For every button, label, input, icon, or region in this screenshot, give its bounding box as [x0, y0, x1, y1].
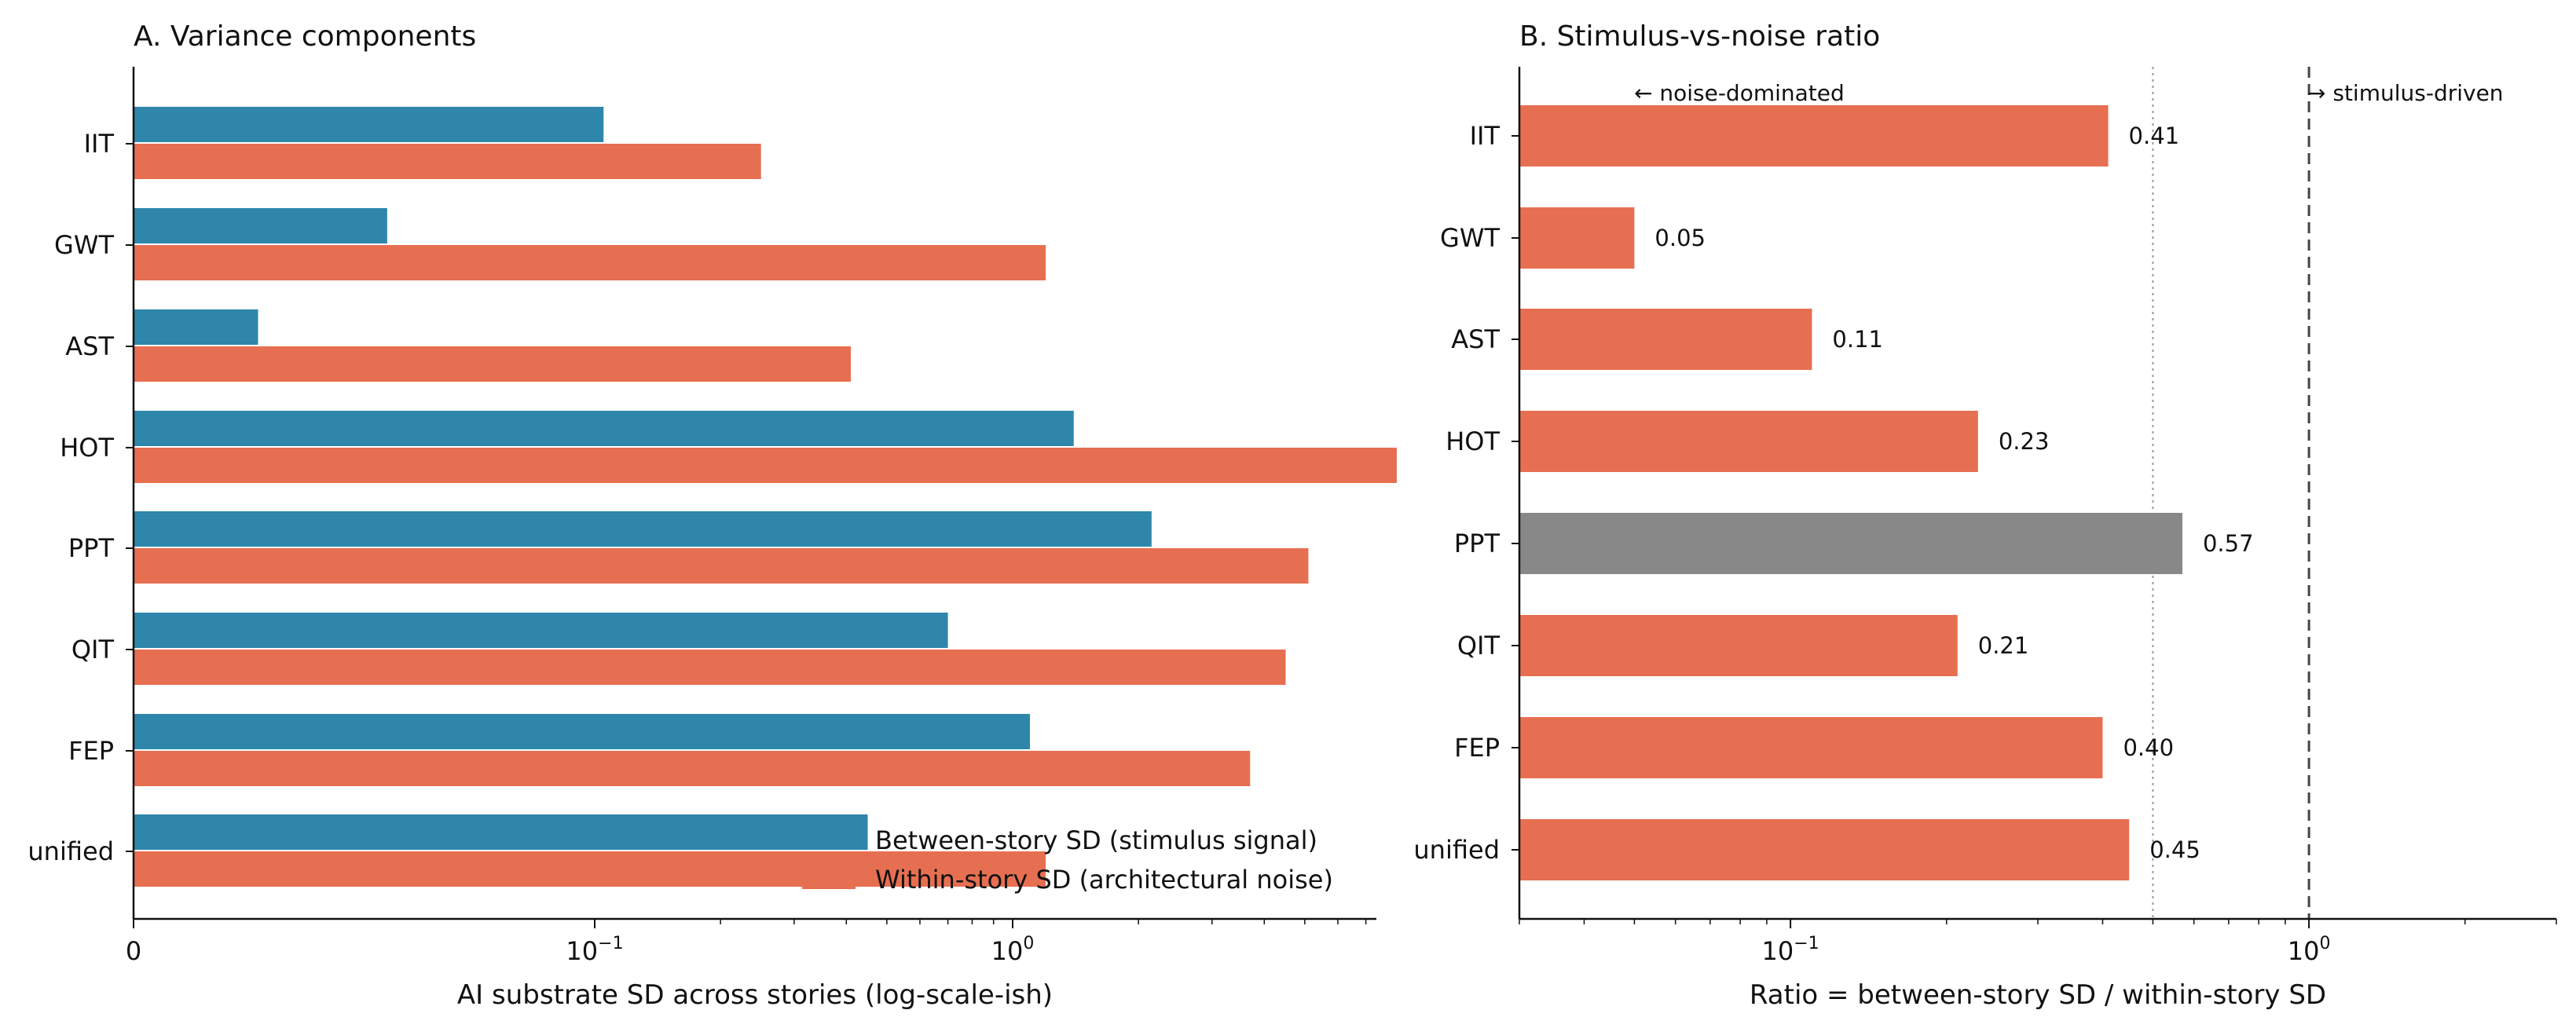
- bar-between-hot: [134, 411, 1074, 446]
- ratio-bar-unified: [1519, 819, 2130, 880]
- panel-a-title: A. Variance components: [134, 20, 476, 53]
- panel-a: A. Variance components IIT GWT AST HOT PPT QI…: [27, 20, 1397, 1011]
- bar-between-unified: [134, 814, 868, 850]
- category-label-iit: IIT: [84, 129, 115, 159]
- bar-within-fep: [134, 751, 1251, 786]
- ratio-bar-hot: [1519, 411, 1978, 472]
- bar-between-iit: [134, 107, 604, 142]
- panel-b-reference-lines: [2152, 67, 2310, 919]
- ratio-bar-fep: [1519, 717, 2103, 778]
- category-label-gwt: GWT: [54, 230, 114, 260]
- data-label-gwt: 0.05: [1654, 225, 1706, 251]
- bar-within-hot: [134, 448, 1397, 483]
- category-label-ppt: PPT: [68, 533, 115, 563]
- legend-swatch-between: [802, 829, 856, 850]
- ratio-bar-ast: [1519, 309, 1812, 370]
- panel-a-bars: [134, 107, 1397, 887]
- category-label-iit: IIT: [1470, 121, 1501, 151]
- category-label-hot: HOT: [1446, 426, 1500, 456]
- bar-between-ast: [134, 309, 258, 345]
- noise-dominated-annotation: ← noise-dominated: [1634, 80, 1845, 106]
- bar-between-qit: [134, 613, 948, 648]
- bar-between-fep: [134, 714, 1031, 749]
- bar-between-ppt: [134, 511, 1152, 547]
- ratio-bar-iit: [1519, 105, 2109, 167]
- category-label-ast: AST: [1451, 324, 1500, 354]
- data-label-ast: 0.11: [1832, 326, 1883, 353]
- category-label-gwt: GWT: [1440, 223, 1500, 253]
- data-label-hot: 0.23: [1999, 428, 2050, 455]
- category-label-hot: HOT: [60, 433, 114, 463]
- stimulus-driven-annotation: → stimulus-driven: [2307, 80, 2504, 106]
- bar-within-unified: [134, 851, 1046, 887]
- category-label-ppt: PPT: [1454, 529, 1501, 558]
- bar-within-ast: [134, 346, 852, 382]
- ratio-bar-gwt: [1519, 207, 1635, 269]
- x-tick-label: 10−1: [566, 934, 623, 966]
- category-label-unified: unified: [1413, 835, 1500, 865]
- panel-b-bars: [1519, 105, 2182, 880]
- x-tick-label: 100: [2288, 934, 2331, 966]
- bar-within-ppt: [134, 548, 1309, 584]
- panel-b-data-labels: 0.41 0.05 0.11 0.23 0.57 0.21 0.40 0.45: [1654, 123, 2253, 863]
- category-label-fep: FEP: [68, 736, 114, 766]
- data-label-fep: 0.40: [2123, 734, 2174, 761]
- legend-swatch-within: [802, 868, 856, 889]
- bar-within-qit: [134, 650, 1286, 685]
- panel-b-x-ticks: 10−1 100: [1519, 919, 2557, 966]
- x-tick-label: 0: [126, 936, 141, 966]
- category-label-qit: QIT: [1457, 631, 1501, 661]
- category-label-unified: unified: [27, 836, 114, 866]
- legend-label-between: Between-story SD (stimulus signal): [875, 825, 1317, 855]
- panel-b-category-labels: IIT GWT AST HOT PPT QIT FEP unified: [1413, 121, 1519, 865]
- x-tick-label: 100: [991, 934, 1035, 966]
- panel-a-category-labels: IIT GWT AST HOT PPT QIT FEP unified: [27, 129, 134, 866]
- category-label-fep: FEP: [1454, 733, 1500, 763]
- panel-a-x-axis-label: AI substrate SD across stories (log-scal…: [457, 979, 1053, 1011]
- bar-within-gwt: [134, 245, 1046, 280]
- ratio-bar-qit: [1519, 615, 1958, 676]
- data-label-qit: 0.21: [1978, 632, 2029, 659]
- panel-b-x-axis-label: Ratio = between-story SD / within-story …: [1750, 979, 2326, 1011]
- panel-b: B. Stimulus-vs-noise ratio IIT GWT AST HOT P…: [1413, 20, 2557, 1011]
- panel-b-title: B. Stimulus-vs-noise ratio: [1519, 20, 1880, 53]
- data-label-iit: 0.41: [2129, 123, 2180, 149]
- data-label-ppt: 0.57: [2203, 530, 2254, 557]
- panel-a-x-ticks: 0 10−1 100: [126, 919, 1367, 966]
- category-label-ast: AST: [65, 331, 114, 361]
- category-label-qit: QIT: [71, 635, 115, 664]
- bar-within-iit: [134, 144, 761, 179]
- x-tick-label: 10−1: [1762, 934, 1819, 966]
- ratio-bar-ppt: [1519, 513, 2182, 574]
- bar-between-gwt: [134, 208, 387, 243]
- legend-label-within: Within-story SD (architectural noise): [875, 865, 1333, 895]
- panel-a-legend: Between-story SD (stimulus signal) Withi…: [802, 825, 1333, 895]
- data-label-unified: 0.45: [2149, 836, 2200, 863]
